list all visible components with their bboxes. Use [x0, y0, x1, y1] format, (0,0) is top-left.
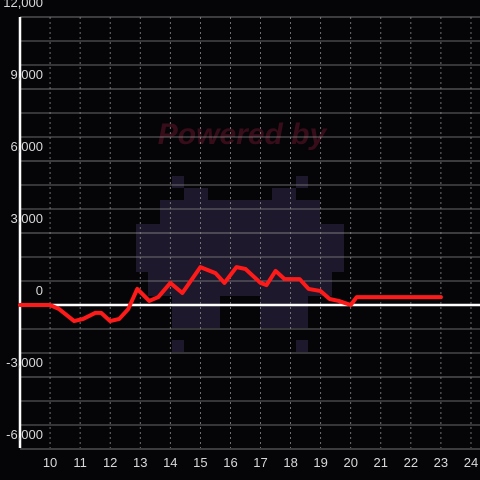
data-line: [18, 265, 443, 324]
y-tick-label: 3,000: [10, 211, 43, 226]
x-tick-label: 10: [43, 455, 57, 470]
y-tick-label: -3,000: [6, 355, 43, 370]
x-tick-label: 20: [343, 455, 357, 470]
grid: [18, 16, 480, 450]
y-tick-label: 12,000: [3, 0, 43, 10]
x-tick-label: 22: [404, 455, 418, 470]
x-tick-label: 13: [133, 455, 147, 470]
watermark: Powered by: [158, 118, 328, 151]
x-tick-label: 17: [253, 455, 267, 470]
y-tick-label: 0: [36, 283, 43, 298]
x-tick-label: 19: [313, 455, 327, 470]
labels: -6,000 -3,000 0 3,000 6,000 9,000 12,000 10 11 12…: [3, 0, 478, 470]
x-tick-label: 24: [464, 455, 478, 470]
x-tick-label: 23: [434, 455, 448, 470]
x-tick-label: 14: [163, 455, 177, 470]
y-tick-label: 6,000: [10, 139, 43, 154]
x-tick-label: 12: [103, 455, 117, 470]
x-tick-label: 21: [374, 455, 388, 470]
x-tick-label: 18: [283, 455, 297, 470]
marks: [18, 265, 443, 324]
y-tick-label: -6,000: [6, 427, 43, 442]
x-tick-label: 15: [193, 455, 207, 470]
x-tick-label: 16: [223, 455, 237, 470]
y-tick-label: 9,000: [10, 67, 43, 82]
x-tick-label: 11: [73, 455, 87, 470]
